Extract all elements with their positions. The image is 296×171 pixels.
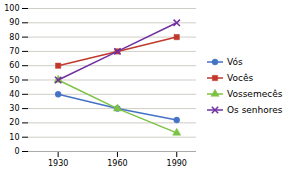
html-text:Vós: Vós bbox=[227, 56, 243, 67]
svg-text:70: 70 bbox=[9, 47, 19, 56]
svg-text:80: 80 bbox=[9, 33, 19, 42]
svg-text:100: 100 bbox=[4, 4, 19, 13]
svg-text:40: 40 bbox=[9, 90, 19, 99]
svg-text:60: 60 bbox=[9, 61, 19, 70]
svg-text:1990: 1990 bbox=[167, 159, 187, 168]
html-text:Vossemecês: Vossemecês bbox=[227, 88, 283, 99]
svg-text:0: 0 bbox=[14, 147, 19, 156]
svg-text:1960: 1960 bbox=[107, 159, 127, 168]
svg-text:50: 50 bbox=[9, 76, 19, 85]
svg-text:30: 30 bbox=[9, 104, 19, 113]
svg-text:20: 20 bbox=[9, 118, 19, 127]
svg-text:10: 10 bbox=[9, 133, 19, 142]
html-text:Os senhores: Os senhores bbox=[227, 104, 283, 115]
svg-text:1930: 1930 bbox=[48, 159, 68, 168]
html-text:Vocês: Vocês bbox=[227, 72, 254, 83]
svg-text:90: 90 bbox=[9, 18, 19, 27]
